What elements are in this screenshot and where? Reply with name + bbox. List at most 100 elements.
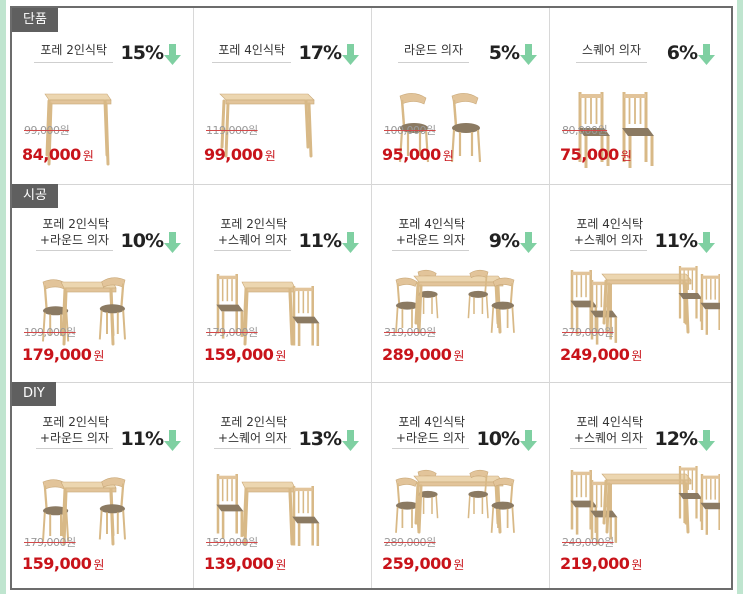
original-price: 279,000원 [562, 326, 614, 339]
product-name[interactable]: 포레 2인식탁 +스퀘어 의자 [213, 216, 291, 251]
product-card[interactable]: 포레 2인식탁 +라운드 의자 10% 199,000원 179,000 원 [12, 184, 193, 382]
product-card[interactable]: 라운드 의자 5% 100,000원 95,000 원 [371, 8, 549, 184]
discount-rate: 6% [666, 42, 698, 64]
product-card[interactable]: 포레 4인식탁 +스퀘어 의자 11% 279,000원 249,000 원 [549, 184, 727, 382]
product-name-line1: 스퀘어 의자 [581, 43, 641, 57]
discount-rate: 11% [120, 428, 164, 450]
discount-rate: 15% [120, 42, 164, 64]
product-image[interactable] [392, 264, 542, 350]
section-tab: 시공 [12, 184, 58, 208]
product-name-line2: +스퀘어 의자 [217, 233, 287, 247]
product-name-line1: 포레 2인식탁 [220, 217, 287, 231]
product-name-line1: 포레 4인식탁 [398, 217, 465, 231]
product-image[interactable] [214, 88, 364, 174]
discount-rate: 13% [298, 428, 342, 450]
sale-price: 84,000 원 [22, 145, 94, 164]
currency-unit: 원 [620, 149, 632, 163]
arrow-down-icon [342, 44, 359, 66]
product-name-line1: 포레 2인식탁 [42, 415, 109, 429]
currency-unit: 원 [453, 349, 464, 363]
sale-price-value: 95,000 [382, 145, 441, 164]
product-image[interactable] [392, 464, 542, 550]
product-name[interactable]: 포레 2인식탁 +라운드 의자 [35, 414, 113, 449]
product-image[interactable] [392, 88, 542, 174]
sale-price: 159,000 원 [204, 345, 286, 364]
arrow-down-icon [698, 430, 715, 452]
product-name[interactable]: 포레 4인식탁 +라운드 의자 [391, 216, 469, 251]
original-price: 100,000원 [384, 124, 436, 137]
product-card[interactable]: 포레 4인식탁 +라운드 의자 10% 289,000원 259,000 원 [371, 382, 549, 588]
product-name-line1: 포레 4인식탁 [576, 415, 643, 429]
product-image[interactable] [35, 264, 185, 350]
sale-price-value: 179,000 [22, 345, 92, 364]
product-name-line2: +라운드 의자 [39, 233, 109, 247]
currency-unit: 원 [631, 349, 642, 363]
product-name[interactable]: 포레 4인식탁 +라운드 의자 [391, 414, 469, 449]
product-card[interactable]: 스퀘어 의자 6% 80,000원 75,000 원 [549, 8, 727, 184]
product-image[interactable] [214, 264, 364, 351]
product-image[interactable] [214, 464, 364, 551]
sale-price: 179,000 원 [22, 345, 104, 364]
discount-rate: 10% [476, 428, 520, 450]
section-installation: 포레 2인식탁 +라운드 의자 10% 199,000원 179,000 원 포레 2인식탁… [12, 184, 731, 382]
arrow-down-icon [164, 232, 181, 254]
product-card[interactable]: 포레 4인식탁 17% 119,000원 99,000 원 [193, 8, 371, 184]
currency-unit: 원 [93, 349, 104, 363]
product-name[interactable]: 포레 4인식탁 [212, 42, 291, 63]
discount-rate: 9% [488, 230, 520, 252]
product-name-line2: +라운드 의자 [395, 233, 465, 247]
product-image[interactable] [570, 88, 720, 174]
sale-price-value: 249,000 [560, 345, 630, 364]
sale-price-value: 99,000 [204, 145, 263, 164]
product-grid: 포레 2인식탁 15% 99,000원 84,000 원 포레 4인식탁 17% 119,00… [10, 6, 733, 590]
original-price: 319,000원 [384, 326, 436, 339]
sale-price: 219,000 원 [560, 554, 642, 573]
product-card[interactable]: 포레 2인식탁 15% 99,000원 84,000 원 [12, 8, 193, 184]
sale-price: 75,000 원 [560, 145, 632, 164]
sale-price-value: 139,000 [204, 554, 274, 573]
original-price: 179,000원 [206, 326, 258, 339]
product-name[interactable]: 포레 2인식탁 +스퀘어 의자 [213, 414, 291, 449]
product-image[interactable] [35, 464, 185, 550]
product-name-line2: +라운드 의자 [39, 431, 109, 445]
sale-price-value: 159,000 [22, 554, 92, 573]
original-price: 99,000원 [24, 124, 70, 137]
product-name-line1: 포레 2인식탁 [220, 415, 287, 429]
product-name[interactable]: 포레 4인식탁 +스퀘어 의자 [569, 414, 647, 449]
currency-unit: 원 [82, 149, 94, 163]
product-image[interactable] [570, 264, 726, 350]
product-name[interactable]: 스퀘어 의자 [575, 42, 647, 63]
product-name-line2: +스퀘어 의자 [573, 233, 643, 247]
product-name-line2: +스퀘어 의자 [217, 431, 287, 445]
product-card[interactable]: 포레 4인식탁 +라운드 의자 9% 319,000원 289,000 원 [371, 184, 549, 382]
section-tab: DIY [12, 382, 56, 406]
product-name-line1: 포레 2인식탁 [40, 43, 107, 57]
product-card[interactable]: 포레 4인식탁 +스퀘어 의자 12% 249,000원 219,000 원 [549, 382, 727, 588]
product-image[interactable] [35, 88, 185, 174]
product-name-line1: 포레 4인식탁 [218, 43, 285, 57]
product-name[interactable]: 포레 4인식탁 +스퀘어 의자 [569, 216, 647, 251]
discount-rate: 11% [298, 230, 342, 252]
product-name[interactable]: 포레 2인식탁 [34, 42, 113, 63]
sale-price-value: 75,000 [560, 145, 619, 164]
sale-price: 139,000 원 [204, 554, 286, 573]
product-card[interactable]: 포레 2인식탁 +스퀘어 의자 13% 159,000원 139,000 원 [193, 382, 371, 588]
product-name[interactable]: 라운드 의자 [397, 42, 469, 63]
sale-price: 95,000 원 [382, 145, 454, 164]
currency-unit: 원 [264, 149, 276, 163]
arrow-down-icon [164, 430, 181, 452]
currency-unit: 원 [93, 558, 104, 572]
currency-unit: 원 [442, 149, 454, 163]
product-name[interactable]: 포레 2인식탁 +라운드 의자 [35, 216, 113, 251]
product-card[interactable]: 포레 2인식탁 +라운드 의자 11% 179,000원 159,000 원 [12, 382, 193, 588]
product-card[interactable]: 포레 2인식탁 +스퀘어 의자 11% 179,000원 159,000 원 [193, 184, 371, 382]
arrow-down-icon [164, 44, 181, 66]
sale-price: 259,000 원 [382, 554, 464, 573]
discount-rate: 11% [654, 230, 698, 252]
product-image[interactable] [570, 464, 726, 550]
discount-rate: 5% [488, 42, 520, 64]
sale-price-value: 159,000 [204, 345, 274, 364]
original-price: 80,000원 [562, 124, 608, 137]
original-price: 179,000원 [24, 536, 76, 549]
